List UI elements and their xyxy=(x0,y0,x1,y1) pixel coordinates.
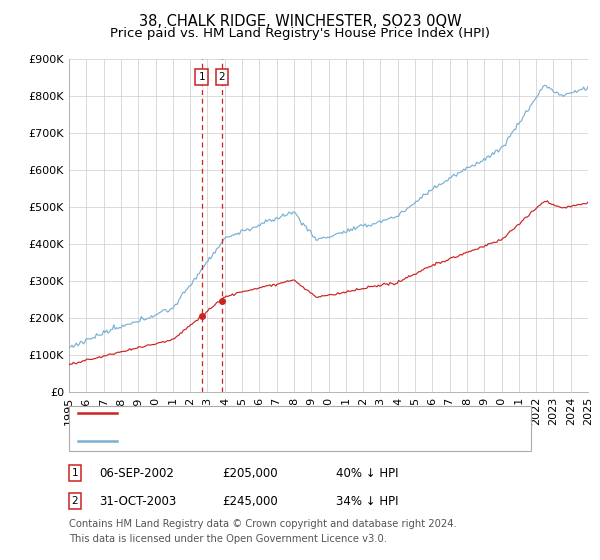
Text: 40% ↓ HPI: 40% ↓ HPI xyxy=(336,466,398,480)
Text: 38, CHALK RIDGE, WINCHESTER, SO23 0QW: 38, CHALK RIDGE, WINCHESTER, SO23 0QW xyxy=(139,14,461,29)
Text: Price paid vs. HM Land Registry's House Price Index (HPI): Price paid vs. HM Land Registry's House … xyxy=(110,27,490,40)
Text: 2: 2 xyxy=(218,72,225,82)
Text: 2: 2 xyxy=(71,496,79,506)
Text: 31-OCT-2003: 31-OCT-2003 xyxy=(99,494,176,508)
Text: This data is licensed under the Open Government Licence v3.0.: This data is licensed under the Open Gov… xyxy=(69,534,387,544)
Text: Contains HM Land Registry data © Crown copyright and database right 2024.: Contains HM Land Registry data © Crown c… xyxy=(69,519,457,529)
Text: 34% ↓ HPI: 34% ↓ HPI xyxy=(336,494,398,508)
Text: 06-SEP-2002: 06-SEP-2002 xyxy=(99,466,174,480)
Text: £205,000: £205,000 xyxy=(222,466,278,480)
Text: HPI: Average price, detached house, Winchester: HPI: Average price, detached house, Winc… xyxy=(123,435,408,448)
Text: £245,000: £245,000 xyxy=(222,494,278,508)
Text: 1: 1 xyxy=(199,72,205,82)
Text: 38, CHALK RIDGE, WINCHESTER, SO23 0QW (detached house): 38, CHALK RIDGE, WINCHESTER, SO23 0QW (d… xyxy=(123,407,490,420)
Text: 1: 1 xyxy=(71,468,79,478)
